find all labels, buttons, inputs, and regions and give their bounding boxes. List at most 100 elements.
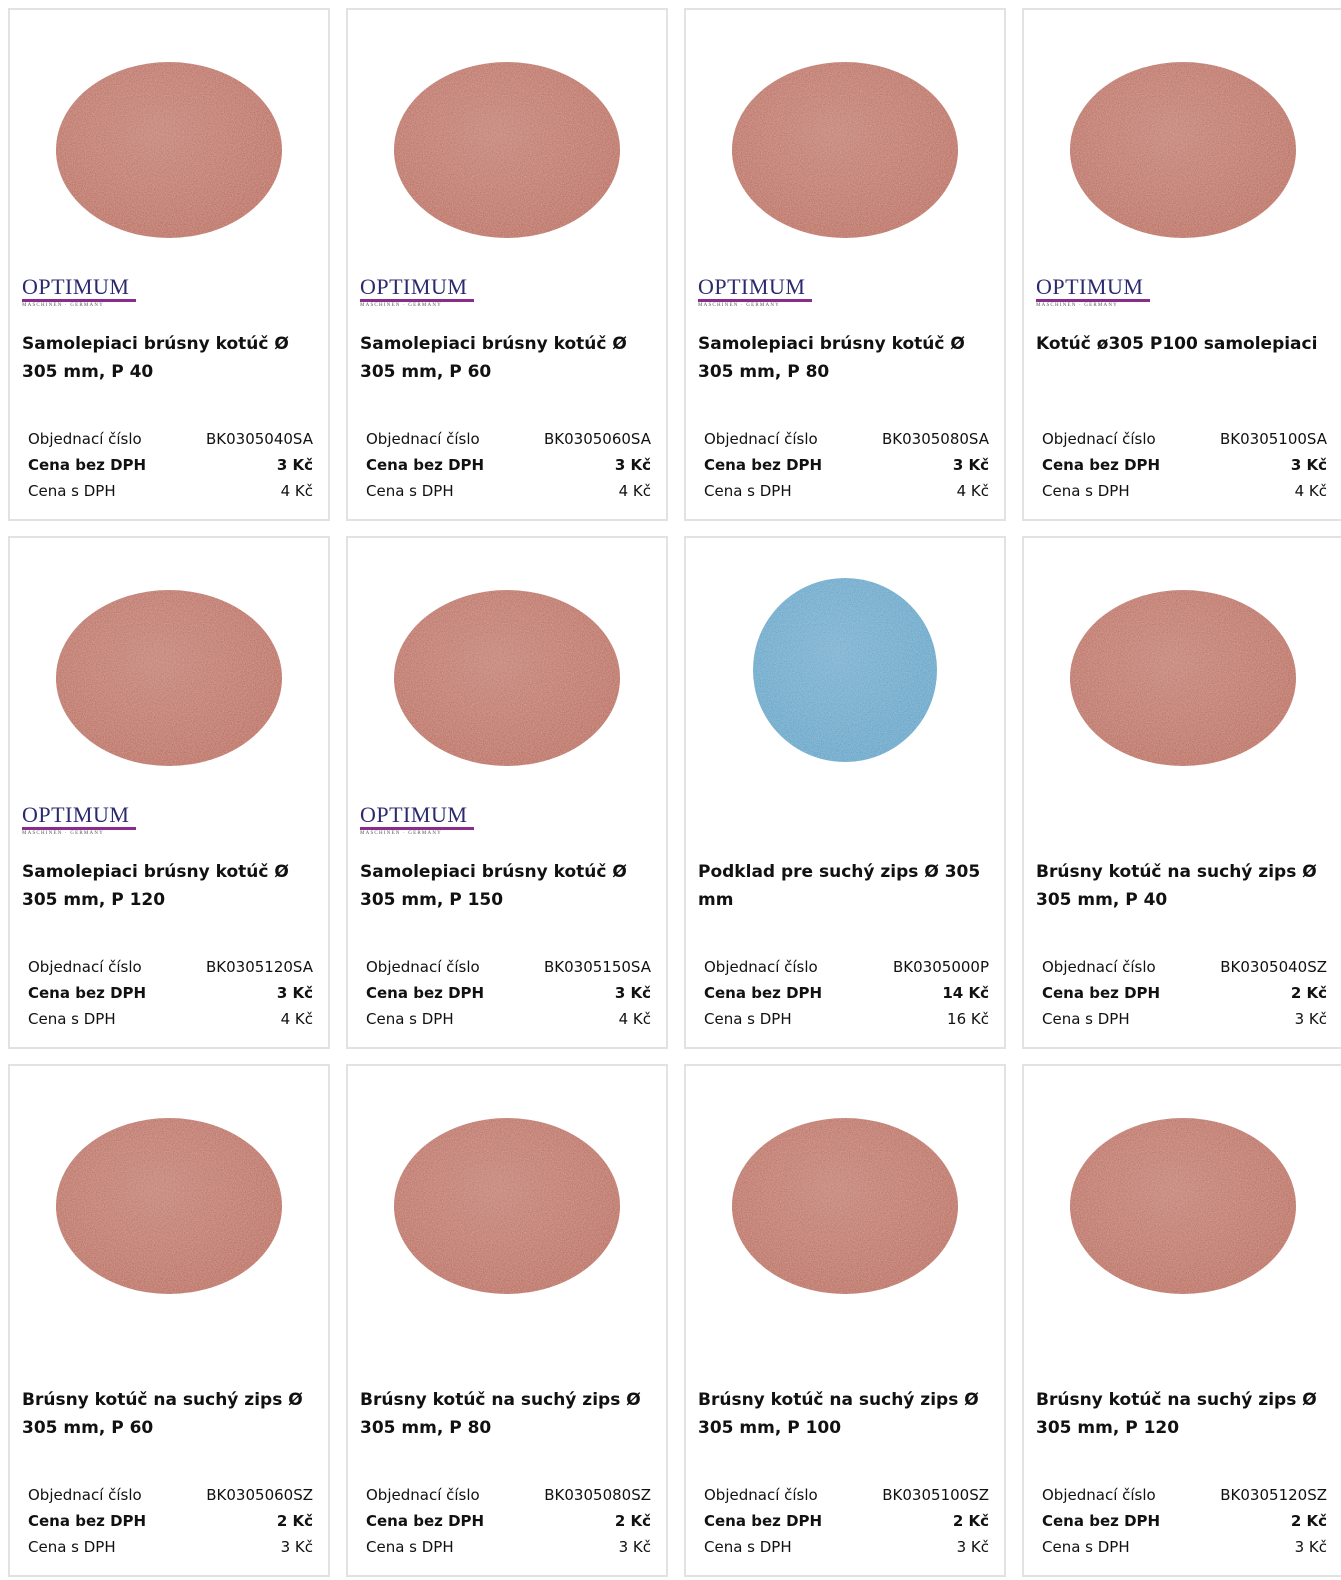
brand-bar [22,299,136,302]
info-value: BK0305040SZ [1220,958,1327,976]
info-value: 4 Kč [1295,482,1327,500]
info-label: Objednací číslo [704,1486,818,1504]
product-image [348,10,666,260]
product-title[interactable]: Samolepiaci brúsny kotúč Ø 305 mm, P 40 [22,330,322,386]
product-card[interactable]: Brúsny kotúč na suchý zips Ø 305 mm, P 4… [1022,536,1341,1049]
info-label: Objednací číslo [28,958,142,976]
info-row: Cena bez DPH 3 Kč [28,456,313,474]
product-title[interactable]: Brúsny kotúč na suchý zips Ø 305 mm, P 8… [360,1386,660,1442]
product-title[interactable]: Samolepiaci brúsny kotúč Ø 305 mm, P 150 [360,858,660,914]
info-value: BK0305060SA [544,430,651,448]
brand-name: OPTIMUM [360,276,474,298]
info-label: Cena s DPH [366,1538,454,1556]
info-value: 2 Kč [953,1512,989,1530]
product-image [1024,1066,1341,1316]
info-value: 3 Kč [281,1538,313,1556]
brand-bar [22,827,136,830]
info-label: Cena s DPH [704,1010,792,1028]
info-value: BK0305100SA [1220,430,1327,448]
brand-name: OPTIMUM [1036,276,1150,298]
info-label: Cena s DPH [366,1010,454,1028]
product-title[interactable]: Brúsny kotúč na suchý zips Ø 305 mm, P 4… [1036,858,1336,914]
info-label: Cena bez DPH [366,1512,484,1530]
product-card[interactable]: Brúsny kotúč na suchý zips Ø 305 mm, P 1… [684,1064,1006,1577]
brand-logo: OPTIMUM MASCHINEN · GERMANY [22,804,136,836]
brand-bar [698,299,812,302]
product-title[interactable]: Brúsny kotúč na suchý zips Ø 305 mm, P 1… [698,1386,998,1442]
info-label: Objednací číslo [1042,1486,1156,1504]
info-value: 3 Kč [957,1538,989,1556]
info-label: Cena s DPH [28,482,116,500]
info-label: Cena bez DPH [1042,456,1160,474]
brand-sub: MASCHINEN · GERMANY [698,303,812,308]
info-label: Objednací číslo [28,1486,142,1504]
brand-name: OPTIMUM [22,276,136,298]
info-value: 3 Kč [615,456,651,474]
product-title[interactable]: Samolepiaci brúsny kotúč Ø 305 mm, P 60 [360,330,660,386]
info-value: 3 Kč [1295,1010,1327,1028]
brand-sub: MASCHINEN · GERMANY [360,303,474,308]
info-value: 4 Kč [281,1010,313,1028]
product-image [10,1066,328,1316]
info-value: 3 Kč [1291,456,1327,474]
info-value: BK0305080SZ [544,1486,651,1504]
product-card[interactable]: OPTIMUM MASCHINEN · GERMANY Samolepiaci br… [684,8,1006,521]
product-card[interactable]: Brúsny kotúč na suchý zips Ø 305 mm, P 8… [346,1064,668,1577]
info-label: Cena bez DPH [28,456,146,474]
product-card[interactable]: Brúsny kotúč na suchý zips Ø 305 mm, P 6… [8,1064,330,1577]
product-title[interactable]: Samolepiaci brúsny kotúč Ø 305 mm, P 80 [698,330,998,386]
product-card[interactable]: OPTIMUM MASCHINEN · GERMANY Samolepiaci br… [346,8,668,521]
info-value: BK0305120SZ [1220,1486,1327,1504]
product-title[interactable]: Kotúč ø305 P100 samolepiaci [1036,330,1336,358]
brand-sub: MASCHINEN · GERMANY [22,831,136,836]
product-title[interactable]: Brúsny kotúč na suchý zips Ø 305 mm, P 6… [22,1386,322,1442]
product-title[interactable]: Podklad pre suchý zips Ø 305 mm [698,858,998,914]
product-grid: OPTIMUM MASCHINEN · GERMANY Samolepiaci br… [0,0,1341,1580]
product-image [1024,10,1341,260]
info-value: 3 Kč [615,984,651,1002]
product-title[interactable]: Brúsny kotúč na suchý zips Ø 305 mm, P 1… [1036,1386,1336,1442]
product-title[interactable]: Samolepiaci brúsny kotúč Ø 305 mm, P 120 [22,858,322,914]
info-label: Objednací číslo [366,958,480,976]
brand-bar [1036,299,1150,302]
product-image [348,538,666,788]
info-value: 4 Kč [619,482,651,500]
product-card[interactable]: Brúsny kotúč na suchý zips Ø 305 mm, P 1… [1022,1064,1341,1577]
info-row: Cena s DPH 3 Kč [1042,1010,1327,1028]
brand-name: OPTIMUM [698,276,812,298]
info-value: 2 Kč [1291,984,1327,1002]
brand-name: OPTIMUM [22,804,136,826]
info-value: 3 Kč [1295,1538,1327,1556]
info-label: Cena s DPH [1042,482,1130,500]
info-label: Cena s DPH [1042,1010,1130,1028]
info-value: 3 Kč [277,456,313,474]
info-row: Cena s DPH 3 Kč [366,1538,651,1556]
info-value: 3 Kč [953,456,989,474]
info-value: 3 Kč [619,1538,651,1556]
brand-logo: OPTIMUM MASCHINEN · GERMANY [698,276,812,308]
brand-name: OPTIMUM [360,804,474,826]
product-card[interactable]: OPTIMUM MASCHINEN · GERMANY Samolepiaci br… [8,536,330,1049]
info-value: 3 Kč [277,984,313,1002]
product-image [686,1066,1004,1316]
